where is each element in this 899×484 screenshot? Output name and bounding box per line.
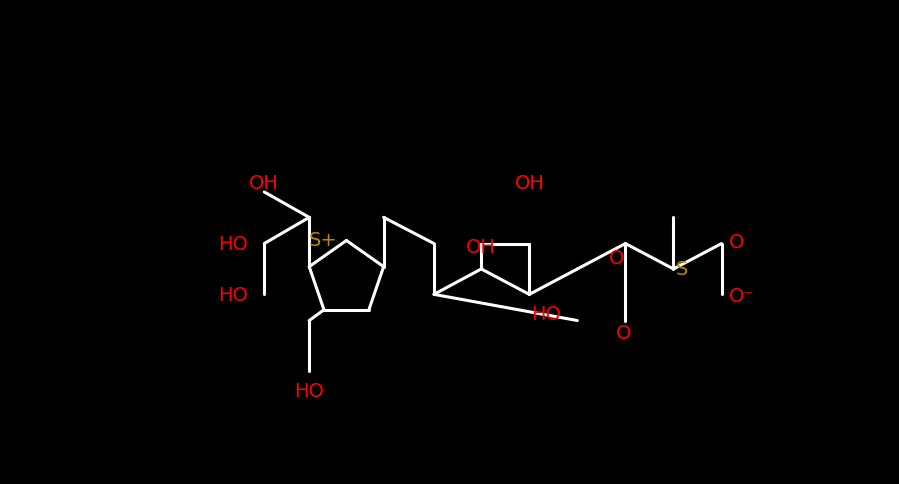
Text: O: O xyxy=(728,233,743,252)
Text: HO: HO xyxy=(294,381,325,400)
Text: O⁻: O⁻ xyxy=(728,287,754,306)
Text: HO: HO xyxy=(218,235,248,254)
Text: OH: OH xyxy=(249,174,280,193)
Text: HO: HO xyxy=(218,285,248,304)
Text: OH: OH xyxy=(514,174,544,193)
Text: S+: S+ xyxy=(309,231,338,250)
Text: HO: HO xyxy=(531,304,561,323)
Text: OH: OH xyxy=(467,237,496,257)
Text: O: O xyxy=(616,323,632,342)
Text: S: S xyxy=(676,260,689,279)
Text: O: O xyxy=(609,248,624,267)
